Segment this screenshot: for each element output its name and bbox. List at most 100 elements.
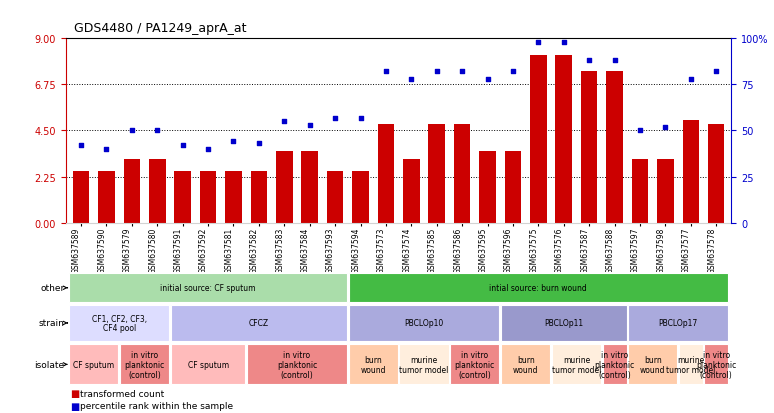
Bar	[454, 125, 471, 223]
Text: PBCLOp11: PBCLOp11	[544, 319, 584, 328]
Text: GDS4480 / PA1249_aprA_at: GDS4480 / PA1249_aprA_at	[74, 22, 246, 35]
Point	[481, 76, 494, 83]
Bar	[247, 344, 347, 385]
Text: burn
wound: burn wound	[513, 355, 539, 374]
Text: CF1, CF2, CF3,
CF4 pool: CF1, CF2, CF3, CF4 pool	[91, 314, 147, 332]
Bar	[98, 172, 115, 223]
Text: initial source: CF sputum: initial source: CF sputum	[160, 284, 256, 292]
Bar	[124, 160, 140, 223]
Bar	[69, 344, 118, 385]
Bar	[69, 274, 347, 302]
Text: in vitro
planktonic
(control): in vitro planktonic (control)	[454, 350, 495, 379]
Text: strain: strain	[39, 319, 64, 328]
Bar	[352, 172, 368, 223]
Bar	[348, 274, 728, 302]
Bar	[704, 344, 728, 385]
Point	[380, 69, 392, 76]
Bar	[327, 172, 344, 223]
Point	[608, 58, 621, 64]
Text: burn
wound: burn wound	[640, 355, 666, 374]
Point	[456, 69, 468, 76]
Point	[75, 142, 87, 149]
Point	[507, 69, 519, 76]
Point	[430, 69, 443, 76]
Text: isolate: isolate	[34, 360, 64, 369]
Point	[176, 142, 189, 149]
Bar	[556, 56, 572, 223]
Point	[405, 76, 417, 83]
Text: murine
tumor model: murine tumor model	[666, 355, 715, 374]
Bar	[450, 344, 499, 385]
Text: PBCLOp17: PBCLOp17	[659, 319, 697, 328]
Bar	[69, 305, 170, 341]
Point	[583, 58, 595, 64]
Point	[634, 128, 646, 135]
Bar	[149, 160, 166, 223]
Bar	[348, 344, 398, 385]
Point	[101, 146, 113, 153]
Text: CFCZ: CFCZ	[248, 319, 269, 328]
Text: intial source: burn wound: intial source: burn wound	[489, 284, 587, 292]
Point	[278, 119, 290, 125]
Text: in vitro
planktonic
(control): in vitro planktonic (control)	[696, 350, 736, 379]
Text: ■: ■	[70, 388, 79, 399]
Text: PBCLOp10: PBCLOp10	[404, 319, 444, 328]
Point	[557, 40, 570, 46]
Bar	[603, 344, 626, 385]
Point	[125, 128, 138, 135]
Text: percentile rank within the sample: percentile rank within the sample	[80, 401, 233, 410]
Point	[533, 40, 545, 46]
Text: murine
tumor model: murine tumor model	[399, 355, 449, 374]
Bar	[501, 344, 550, 385]
Text: in vitro
planktonic
(control): in vitro planktonic (control)	[594, 350, 635, 379]
Bar	[632, 160, 649, 223]
Bar	[301, 152, 318, 223]
Bar	[378, 125, 394, 223]
Text: ■: ■	[70, 401, 79, 411]
Text: CF sputum: CF sputum	[187, 360, 228, 369]
Bar	[174, 172, 191, 223]
Bar	[171, 305, 347, 341]
Bar	[501, 305, 626, 341]
Bar	[403, 160, 420, 223]
Bar	[679, 344, 703, 385]
Bar	[530, 56, 546, 223]
Bar	[120, 344, 170, 385]
Point	[228, 139, 240, 145]
Bar	[708, 125, 724, 223]
Bar	[479, 152, 496, 223]
Bar	[505, 152, 521, 223]
Bar	[628, 344, 677, 385]
Bar	[171, 344, 245, 385]
Point	[329, 115, 341, 121]
Point	[151, 128, 163, 135]
Bar	[276, 152, 293, 223]
Bar	[628, 305, 728, 341]
Bar	[251, 172, 267, 223]
Point	[710, 69, 722, 76]
Point	[303, 122, 316, 129]
Text: in vitro
planktonic
(control): in vitro planktonic (control)	[125, 350, 165, 379]
Bar	[200, 172, 216, 223]
Bar	[399, 344, 449, 385]
Bar	[348, 305, 499, 341]
Text: murine
tumor model: murine tumor model	[552, 355, 601, 374]
Text: other: other	[40, 284, 64, 292]
Text: burn
wound: burn wound	[361, 355, 386, 374]
Text: transformed count: transformed count	[80, 389, 164, 398]
Bar	[683, 121, 699, 223]
Point	[354, 115, 367, 121]
Text: CF sputum: CF sputum	[74, 360, 115, 369]
Bar	[581, 72, 598, 223]
Bar	[73, 172, 89, 223]
Text: in vitro
planktonic
(control): in vitro planktonic (control)	[277, 350, 317, 379]
Bar	[657, 160, 673, 223]
Point	[202, 146, 214, 153]
Bar	[429, 125, 445, 223]
Bar	[552, 344, 601, 385]
Point	[684, 76, 697, 83]
Bar	[606, 72, 623, 223]
Point	[252, 141, 265, 147]
Point	[659, 124, 672, 131]
Bar	[225, 172, 241, 223]
